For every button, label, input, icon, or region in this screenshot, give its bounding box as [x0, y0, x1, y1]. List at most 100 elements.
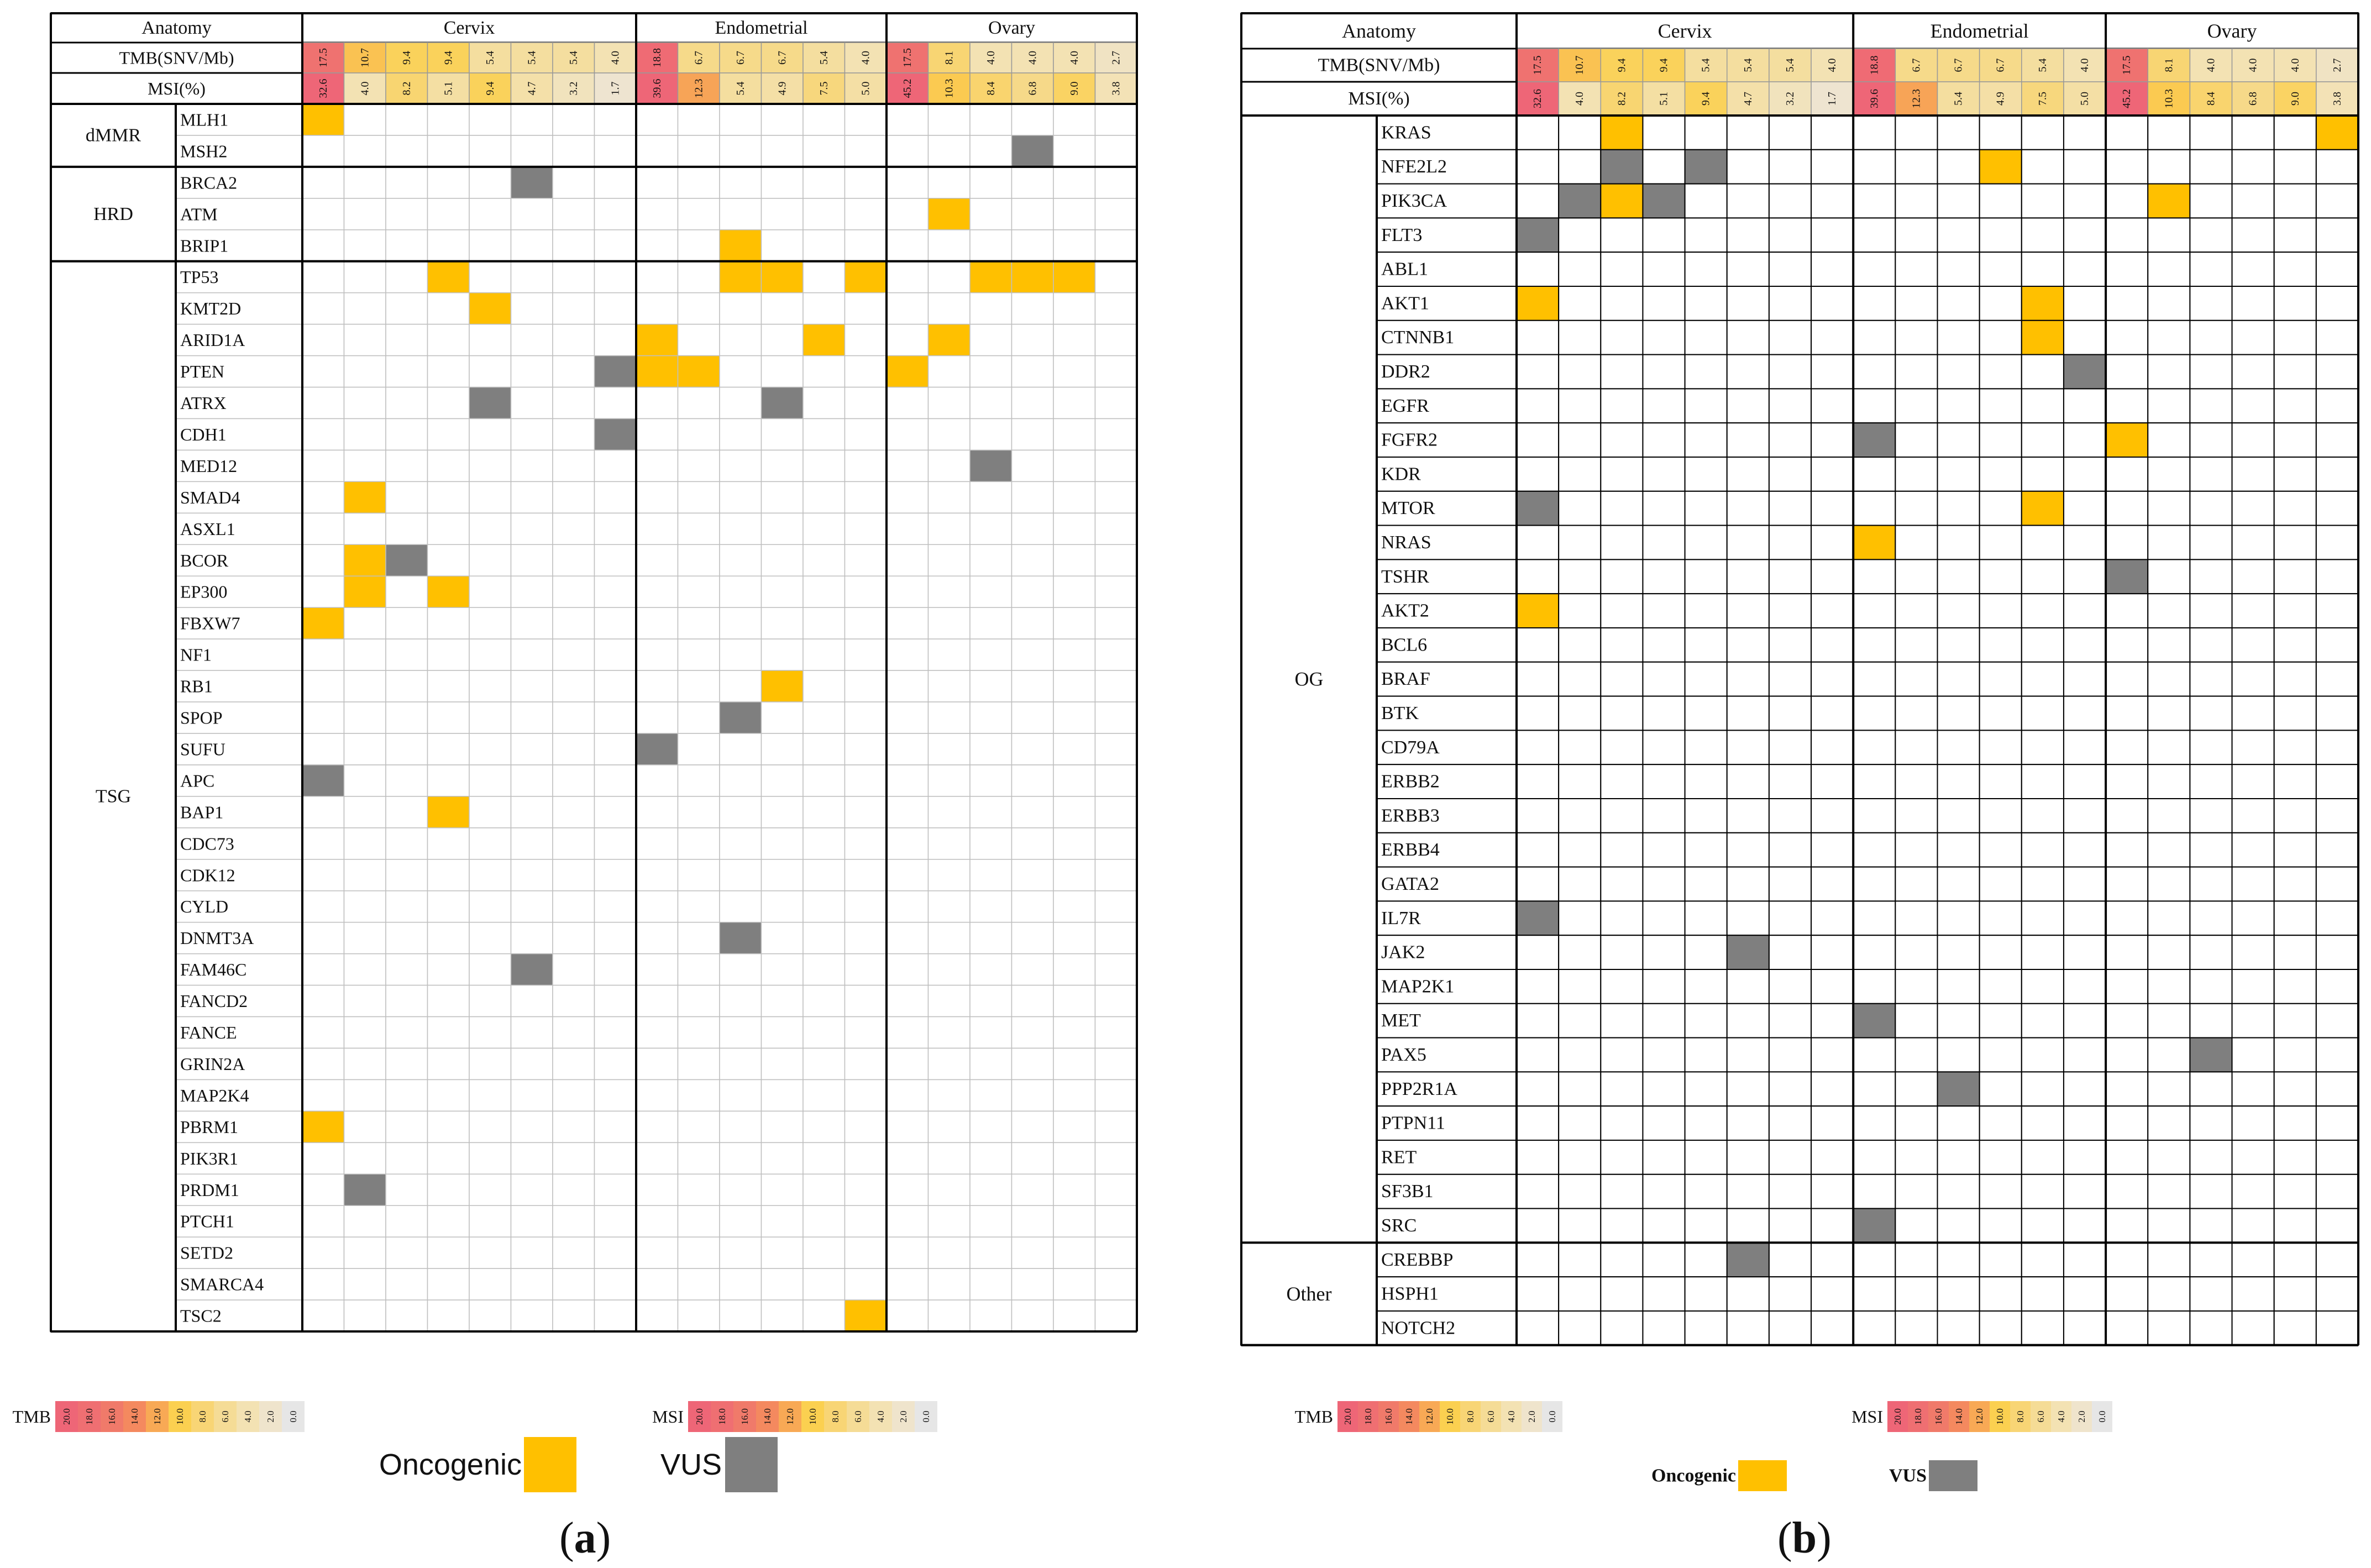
empty-cell [302, 1236, 345, 1269]
tmb-legend-swatch [237, 1401, 259, 1432]
empty-cell [927, 701, 971, 734]
empty-cell [594, 607, 637, 639]
empty-cell [1937, 798, 1980, 833]
empty-cell [552, 607, 595, 639]
gene-label-cell [175, 229, 303, 262]
msi-cell [636, 72, 679, 104]
empty-cell [552, 1205, 595, 1237]
tmb-cell [1684, 48, 1728, 82]
empty-cell [1684, 832, 1728, 868]
empty-cell [2273, 319, 2317, 355]
empty-cell [1726, 149, 1770, 185]
empty-cell [1811, 319, 1854, 355]
empty-cell [719, 575, 762, 608]
empty-cell [343, 670, 386, 702]
empty-cell [844, 921, 887, 955]
empty-cell [886, 1047, 929, 1081]
empty-cell [2273, 183, 2317, 219]
empty-cell [2105, 1037, 2149, 1073]
empty-cell [1937, 866, 1980, 902]
category-label-dmmr: dMMR [86, 125, 141, 145]
empty-cell [677, 544, 720, 576]
empty-cell [1811, 388, 1854, 424]
empty-cell [1642, 457, 1686, 492]
tmb-value: 9.4 [1615, 59, 1628, 72]
gene-label: FGFR2 [1381, 430, 1438, 450]
empty-cell [1937, 695, 1980, 731]
panel-b-label: (b) [1777, 1514, 1832, 1562]
empty-cell [760, 229, 804, 262]
empty-cell [2105, 251, 2149, 287]
empty-cell [1979, 490, 2022, 526]
empty-cell [2315, 764, 2359, 799]
empty-cell [969, 1299, 1013, 1332]
empty-cell [1895, 115, 1938, 150]
empty-cell [927, 607, 971, 639]
empty-cell [844, 135, 887, 167]
empty-cell [886, 953, 929, 986]
empty-cell [2021, 764, 2064, 799]
tmb-value: 5.4 [1742, 59, 1754, 72]
empty-cell [2147, 354, 2191, 390]
empty-cell [636, 575, 679, 608]
empty-cell [886, 638, 929, 671]
empty-cell [343, 827, 386, 860]
empty-cell [385, 1268, 428, 1300]
empty-cell [1937, 251, 1980, 287]
empty-cell [2147, 661, 2191, 697]
empty-cell [636, 261, 679, 293]
empty-cell [1895, 1310, 1938, 1346]
empty-cell [343, 355, 386, 388]
empty-cell [1558, 1173, 1602, 1209]
empty-cell [469, 733, 512, 765]
empty-cell [2189, 935, 2233, 970]
empty-cell [2021, 559, 2064, 595]
group-header-cervix: Cervix [1658, 20, 1712, 42]
empty-cell [469, 796, 512, 828]
empty-cell [1094, 135, 1137, 167]
empty-cell [1726, 1140, 1770, 1175]
empty-cell [2315, 1105, 2359, 1141]
empty-cell [2105, 354, 2149, 390]
gene-label-cell [175, 859, 303, 891]
empty-cell [2147, 525, 2191, 560]
tmb-legend-swatch [101, 1401, 123, 1432]
empty-cell [1684, 1003, 1728, 1039]
empty-cell [1895, 866, 1938, 902]
empty-cell [1011, 355, 1054, 388]
gene-label-cell [175, 733, 303, 765]
empty-cell [1895, 525, 1938, 560]
empty-cell [1642, 661, 1686, 697]
empty-cell [1811, 1242, 1854, 1278]
empty-cell [1516, 525, 1560, 560]
empty-cell [2063, 900, 2107, 936]
tmb-legend-tick: 16.0 [1383, 1408, 1394, 1425]
empty-cell [427, 1079, 470, 1112]
tmb-value: 6.7 [776, 51, 788, 65]
empty-cell [1895, 730, 1938, 765]
tmb-legend-tick: 4.0 [243, 1410, 253, 1422]
gene-label: ABL1 [1381, 259, 1428, 280]
tmb-legend-tick: 14.0 [1404, 1408, 1414, 1425]
empty-cell [552, 449, 595, 483]
empty-cell [2021, 251, 2064, 287]
empty-cell [927, 544, 971, 576]
empty-cell [469, 1173, 512, 1207]
empty-cell [1600, 764, 1644, 799]
empty-cell [1642, 1208, 1686, 1244]
empty-cell [802, 512, 846, 546]
empty-cell [2021, 115, 2064, 150]
group-header-endometrial: Endometrial [715, 18, 807, 38]
empty-cell [969, 859, 1013, 891]
empty-cell [1979, 422, 2022, 458]
empty-cell [510, 292, 553, 325]
empty-cell [1684, 661, 1728, 697]
empty-cell [1684, 695, 1728, 731]
empty-cell [1853, 1140, 1896, 1175]
empty-cell [1094, 103, 1137, 136]
empty-cell [1726, 1003, 1770, 1039]
empty-cell [2189, 730, 2233, 765]
empty-cell [677, 166, 720, 199]
empty-cell [927, 796, 971, 828]
empty-cell [552, 418, 595, 451]
